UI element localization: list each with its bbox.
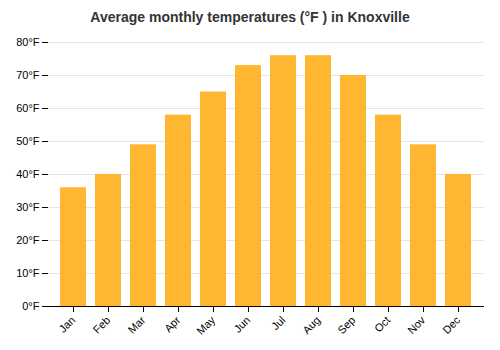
svg-text:50°F: 50°F	[16, 135, 40, 147]
html-text:Average monthly temperatures (: Average monthly temperatures (°F ) in Kn…	[90, 9, 410, 25]
svg-text:30°F: 30°F	[16, 201, 40, 213]
svg-text:Sep: Sep	[335, 314, 357, 336]
svg-text:60°F: 60°F	[16, 102, 40, 114]
svg-text:Jul: Jul	[269, 314, 287, 332]
svg-text:Apr: Apr	[162, 314, 183, 335]
svg-text:Feb: Feb	[91, 314, 113, 336]
svg-text:40°F: 40°F	[16, 168, 40, 180]
svg-text:Jan: Jan	[56, 314, 77, 335]
svg-text:Nov: Nov	[405, 313, 428, 336]
svg-text:20°F: 20°F	[16, 234, 40, 246]
svg-text:Jun: Jun	[231, 314, 252, 335]
svg-text:Aug: Aug	[300, 314, 322, 336]
svg-text:10°F: 10°F	[16, 267, 40, 279]
svg-text:Dec: Dec	[440, 313, 463, 336]
svg-text:80°F: 80°F	[16, 36, 40, 48]
svg-text:Mar: Mar	[126, 314, 148, 336]
svg-text:0°F: 0°F	[22, 300, 40, 312]
svg-text:70°F: 70°F	[16, 69, 40, 81]
svg-text:May: May	[194, 313, 218, 337]
svg-text:Oct: Oct	[372, 314, 393, 335]
